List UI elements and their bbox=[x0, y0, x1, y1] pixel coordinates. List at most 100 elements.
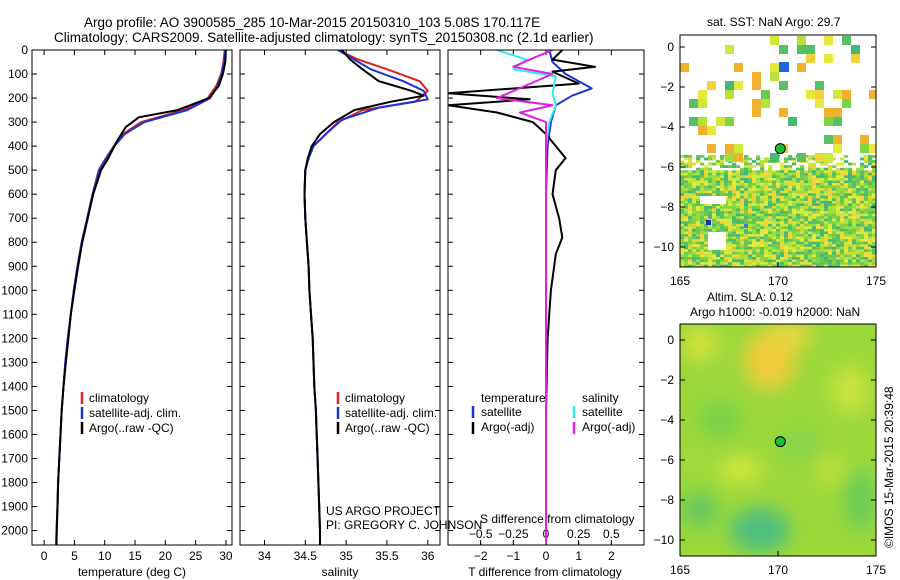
sla-map-axes: 165 170 175 0 −2 −4 −6 −8 −10 bbox=[654, 333, 887, 577]
salinity-panel: 34 34.5 35 35.5 36 salinity climatology sate… bbox=[239, 49, 482, 579]
difference-lines bbox=[448, 50, 596, 545]
latitude-tick-label: −2 bbox=[660, 373, 674, 387]
legend-label-argo: Argo(..raw -QC) bbox=[89, 421, 174, 435]
sla-map-panel: Altim. SLA: 0.12 Argo h1000: -0.019 h200… bbox=[654, 290, 887, 577]
x-tick-label: 35.5 bbox=[375, 549, 399, 563]
depth-tick-label: 1200 bbox=[1, 331, 28, 345]
latitude-tick-label: −10 bbox=[654, 533, 675, 547]
longitude-tick-label: 165 bbox=[670, 563, 690, 577]
depth-tick-label: 0 bbox=[21, 43, 28, 57]
x-tick-label: 36 bbox=[421, 549, 435, 563]
longitude-tick-label: 175 bbox=[866, 274, 886, 288]
temperature-panel: 0100200300400500600700800900100011001200… bbox=[1, 43, 233, 579]
temperature-legend: climatology satellite-adj. clim. Argo(..… bbox=[80, 391, 181, 435]
legend-label-s-argo: Argo(-adj) bbox=[582, 420, 635, 434]
salinity-xlabel: salinity bbox=[322, 565, 359, 579]
copyright-timestamp: ©IMOS 15-Mar-2015 20:39:48 bbox=[882, 386, 896, 548]
x-tick-label: 15 bbox=[128, 549, 142, 563]
series-line-satellite-adj-clim- bbox=[303, 50, 429, 545]
series-line-satellite-adj-clim- bbox=[55, 50, 227, 545]
x-tick-label: 34.5 bbox=[294, 549, 318, 563]
legend-label-satellite: satellite-adj. clim. bbox=[89, 406, 181, 420]
s-tick-label: 0.25 bbox=[567, 527, 591, 541]
depth-tick-label: 600 bbox=[8, 187, 28, 201]
depth-axis: 0 100 200 300 400 500 600 700 800 900 1000 1100 1200… bbox=[1, 43, 28, 538]
t-difference-label: T difference from climatology bbox=[468, 565, 622, 579]
x-tick-label: 25 bbox=[189, 549, 203, 563]
s-tick-label: −0.5 bbox=[469, 527, 493, 541]
x-tick-label: 1 bbox=[575, 549, 582, 563]
depth-tick-label: 300 bbox=[8, 115, 28, 129]
temperature-xlabel: temperature (deg C) bbox=[78, 565, 186, 579]
longitude-tick-label: 175 bbox=[866, 563, 886, 577]
legend-label-climatology: climatology bbox=[345, 391, 405, 405]
longitude-tick-label: 170 bbox=[768, 563, 788, 577]
depth-tick-label: 1500 bbox=[1, 403, 28, 417]
difference-axis: −2 −1 0 1 2−0.5 −0.25 0 0.25 0.5 bbox=[448, 49, 644, 563]
sla-map-field bbox=[680, 324, 876, 552]
depth-tick-label: 200 bbox=[8, 91, 28, 105]
x-tick-label: 34 bbox=[258, 549, 272, 563]
depth-tick-label: 700 bbox=[8, 211, 28, 225]
latitude-tick-label: −6 bbox=[660, 453, 674, 467]
depth-tick-label: 1800 bbox=[1, 476, 28, 490]
series-line-temperature-argo-adj- bbox=[448, 50, 596, 545]
x-tick-label: 0 bbox=[543, 549, 550, 563]
difference-legend: temperature satellite Argo(-adj) salinit… bbox=[471, 391, 635, 434]
x-tick-label: 2 bbox=[608, 549, 615, 563]
depth-tick-label: 500 bbox=[8, 163, 28, 177]
sst-map-cells bbox=[680, 36, 876, 267]
sla-map-title-1: Altim. SLA: 0.12 bbox=[707, 290, 793, 304]
x-tick-label: 20 bbox=[159, 549, 173, 563]
sla-map-title-2: Argo h1000: -0.019 h2000: NaN bbox=[690, 305, 860, 319]
series-line-argo-raw-qc- bbox=[55, 50, 227, 545]
x-tick-label: 10 bbox=[98, 549, 112, 563]
temperature-plot-frame bbox=[31, 49, 233, 546]
series-line-climatology bbox=[303, 50, 429, 545]
x-tick-label: 5 bbox=[71, 549, 78, 563]
difference-plot-frame bbox=[447, 49, 645, 546]
legend-label-satellite: satellite-adj. clim. bbox=[345, 406, 437, 420]
longitude-tick-label: 170 bbox=[768, 274, 788, 288]
depth-tick-label: 1300 bbox=[1, 355, 28, 369]
legend-label-climatology: climatology bbox=[89, 391, 149, 405]
depth-tick-label: 1600 bbox=[1, 427, 28, 441]
latitude-tick-label: 0 bbox=[667, 40, 674, 54]
latitude-tick-label: −2 bbox=[660, 80, 674, 94]
sla-map-frame bbox=[679, 323, 877, 557]
series-line-temperature-satellite bbox=[545, 50, 593, 545]
sst-argo-position-marker bbox=[774, 143, 786, 155]
pi-label: PI: GREGORY C. JOHNSON bbox=[326, 518, 482, 532]
sst-map-frame bbox=[679, 34, 877, 268]
legend-title-temperature: temperature bbox=[481, 391, 546, 405]
longitude-tick-label: 165 bbox=[670, 274, 690, 288]
depth-tick-label: 1900 bbox=[1, 500, 28, 514]
depth-tick-label: 2000 bbox=[1, 524, 28, 538]
depth-tick-label: 900 bbox=[8, 259, 28, 273]
x-tick-label: 35 bbox=[339, 549, 353, 563]
salinity-lines bbox=[303, 50, 429, 545]
latitude-tick-label: −10 bbox=[654, 240, 675, 254]
depth-tick-label: 1000 bbox=[1, 283, 28, 297]
depth-tick-label: 1100 bbox=[2, 307, 28, 321]
latitude-tick-label: −8 bbox=[660, 200, 674, 214]
latitude-tick-label: −8 bbox=[660, 493, 674, 507]
temperature-x-axis: 0 5 10 15 20 25 30 bbox=[32, 49, 233, 563]
s-tick-label: −0.25 bbox=[498, 527, 529, 541]
legend-label-t-satellite: satellite bbox=[481, 405, 522, 419]
sst-map-panel: sat. SST: NaN Argo: 29.7 165 170 175 0 −2 −4 −… bbox=[654, 15, 887, 288]
legend-title-salinity: salinity bbox=[582, 391, 619, 405]
x-tick-label: 30 bbox=[219, 549, 233, 563]
series-line-argo-raw-qc- bbox=[303, 50, 425, 545]
title-line-2: Climatology: CARS2009. Satellite-adjuste… bbox=[54, 30, 594, 45]
salinity-legend: climatology satellite-adj. clim. Argo(..… bbox=[336, 391, 437, 435]
depth-tick-label: 100 bbox=[8, 67, 28, 81]
sla-argo-position-marker bbox=[774, 436, 786, 448]
depth-tick-label: 400 bbox=[8, 139, 28, 153]
latitude-tick-label: 0 bbox=[667, 333, 674, 347]
series-line-salinity-argo-adj- bbox=[496, 50, 554, 545]
latitude-tick-label: −4 bbox=[660, 120, 674, 134]
legend-label-s-satellite: satellite bbox=[582, 405, 623, 419]
s-tick-label: 0.5 bbox=[603, 527, 620, 541]
